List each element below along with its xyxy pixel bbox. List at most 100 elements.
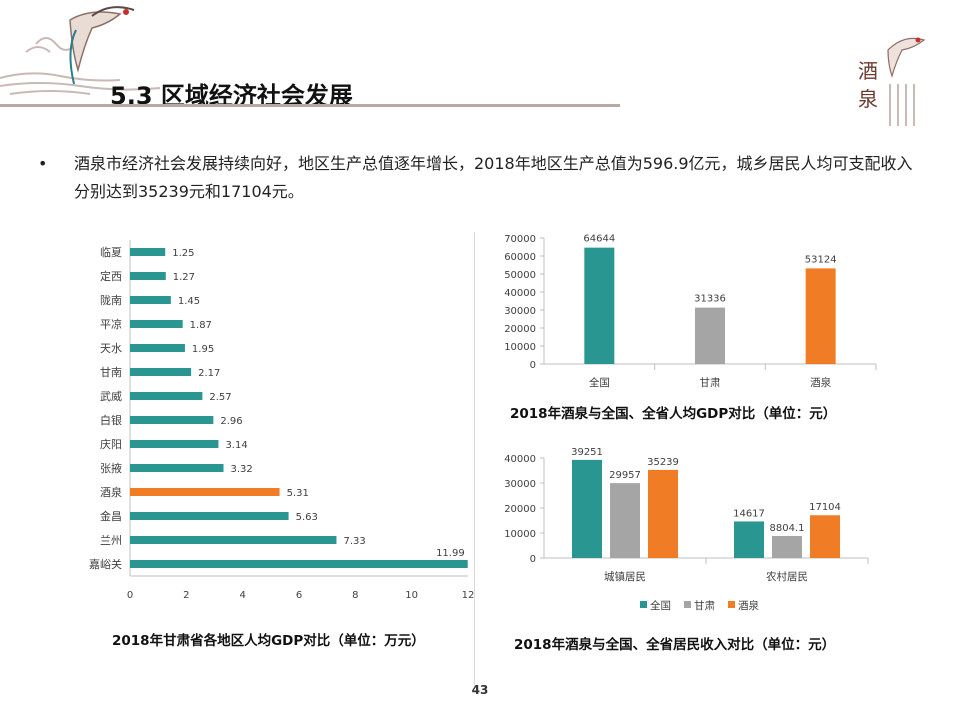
category-label: 酒泉 — [100, 485, 122, 499]
bar — [130, 488, 280, 496]
bar — [810, 515, 840, 558]
bar — [130, 392, 203, 400]
legend-label: 甘肃 — [694, 599, 715, 612]
y-tick-label: 70000 — [504, 234, 536, 245]
data-label: 35239 — [647, 457, 679, 468]
category-label: 临夏 — [100, 245, 122, 259]
y-tick-label: 20000 — [504, 324, 536, 335]
category-label: 平凉 — [100, 317, 122, 331]
bar — [130, 440, 219, 448]
data-label: 1.25 — [172, 248, 194, 259]
data-label: 39251 — [571, 447, 603, 458]
bar — [130, 272, 166, 280]
data-label: 1.87 — [190, 320, 212, 331]
legend-swatch — [640, 601, 647, 608]
category-label: 酒泉 — [810, 376, 832, 389]
bar — [695, 307, 725, 364]
data-label: 17104 — [809, 502, 841, 513]
income-compare-chart: 0 10000 20000 30000 40000 39251 29957 35239 城镇居民… — [504, 447, 869, 612]
x-tick-label: 0 — [127, 590, 133, 601]
data-label: 3.14 — [225, 440, 247, 451]
jiuquan-logo: 酒 泉 — [858, 37, 926, 126]
bar — [772, 535, 802, 558]
y-tick-label: 30000 — [504, 479, 536, 490]
bar — [584, 247, 615, 364]
data-label: 29957 — [609, 470, 641, 481]
data-label: 2.96 — [220, 416, 242, 427]
bar — [610, 483, 640, 558]
data-label: 2.57 — [209, 392, 231, 403]
data-label: 5.31 — [287, 488, 309, 499]
legend-swatch — [728, 601, 735, 608]
category-label: 庆阳 — [100, 437, 122, 451]
category-label: 武威 — [100, 390, 122, 403]
y-tick-label: 10000 — [504, 342, 536, 353]
logo-crane-icon — [887, 37, 926, 79]
y-tick-label: 20000 — [504, 504, 536, 515]
bar — [130, 416, 214, 424]
category-label: 白银 — [100, 413, 122, 427]
income-compare-caption: 2018年酒泉与全国、全省居民收入对比（单位：元） — [514, 637, 836, 653]
bar — [130, 560, 468, 568]
data-label: 1.27 — [173, 272, 195, 283]
x-tick-label: 12 — [462, 590, 475, 601]
chart-divider — [474, 232, 475, 687]
data-label: 1.45 — [178, 296, 200, 307]
crane-cloud-ornament — [0, 6, 161, 95]
y-tick-label: 30000 — [504, 306, 536, 317]
regional-gdp-caption: 2018年甘肃省各地区人均GDP对比（单位：万元） — [112, 633, 425, 649]
category-label: 农村居民 — [766, 570, 808, 583]
x-tick-label: 2 — [183, 590, 189, 601]
data-label: 64644 — [583, 234, 615, 245]
category-label: 天水 — [100, 342, 122, 355]
category-label: 张掖 — [100, 461, 122, 475]
bar — [130, 296, 171, 304]
y-tick-label: 0 — [530, 554, 536, 565]
data-label: 1.95 — [192, 344, 214, 355]
title-underline — [0, 104, 620, 107]
bar — [130, 344, 185, 352]
data-label: 5.63 — [296, 512, 318, 523]
bar — [805, 268, 836, 364]
legend-label: 酒泉 — [738, 599, 759, 612]
data-label: 3.32 — [231, 464, 253, 475]
data-label: 14617 — [733, 508, 765, 519]
bar — [572, 459, 602, 558]
category-label: 定西 — [100, 269, 122, 283]
legend-label: 全国 — [650, 599, 671, 612]
x-tick-label: 4 — [239, 590, 245, 601]
legend-swatch — [684, 601, 691, 608]
category-label: 城镇居民 — [604, 570, 646, 583]
data-label: 7.33 — [343, 536, 365, 547]
category-label: 甘肃 — [700, 376, 721, 389]
x-tick-label: 8 — [352, 590, 358, 601]
bullet-dot: • — [38, 154, 48, 173]
data-label: 11.99 — [436, 548, 465, 559]
gdp-compare-chart: 0 10000 20000 30000 40000 50000 60000 70000 6464… — [504, 234, 877, 389]
bar — [648, 469, 678, 558]
category-label: 陇南 — [100, 293, 122, 307]
y-tick-label: 0 — [530, 360, 536, 371]
bar — [130, 464, 224, 472]
regional-gdp-chart: 临夏 1.25 定西 1.27 陇南 1.45 平凉 1.87 天水 1.95 甘南 2.17 武威 2.… — [89, 240, 475, 601]
category-label: 金昌 — [100, 509, 122, 523]
y-tick-label: 40000 — [504, 288, 536, 299]
gdp-compare-caption: 2018年酒泉与全国、全省人均GDP对比（单位：元） — [510, 406, 837, 422]
bar — [130, 248, 166, 256]
category-label: 全国 — [589, 376, 610, 389]
bullet-text: 酒泉市经济社会发展持续向好，地区生产总值逐年增长，2018年地区生产总值为596… — [74, 154, 913, 201]
data-label: 31336 — [694, 294, 726, 305]
bar — [130, 368, 192, 376]
bar — [130, 536, 337, 544]
category-label: 嘉峪关 — [89, 557, 122, 571]
data-label: 2.17 — [198, 368, 220, 379]
category-label: 甘南 — [100, 366, 122, 379]
y-tick-label: 10000 — [504, 529, 536, 540]
data-label: 8804.1 — [770, 523, 805, 534]
y-tick-label: 60000 — [504, 252, 536, 263]
page-number: 43 — [471, 683, 489, 697]
logo-char-jiu: 酒 — [858, 59, 878, 83]
data-label: 53124 — [805, 254, 837, 265]
bar — [734, 521, 764, 558]
y-tick-label: 50000 — [504, 270, 536, 281]
